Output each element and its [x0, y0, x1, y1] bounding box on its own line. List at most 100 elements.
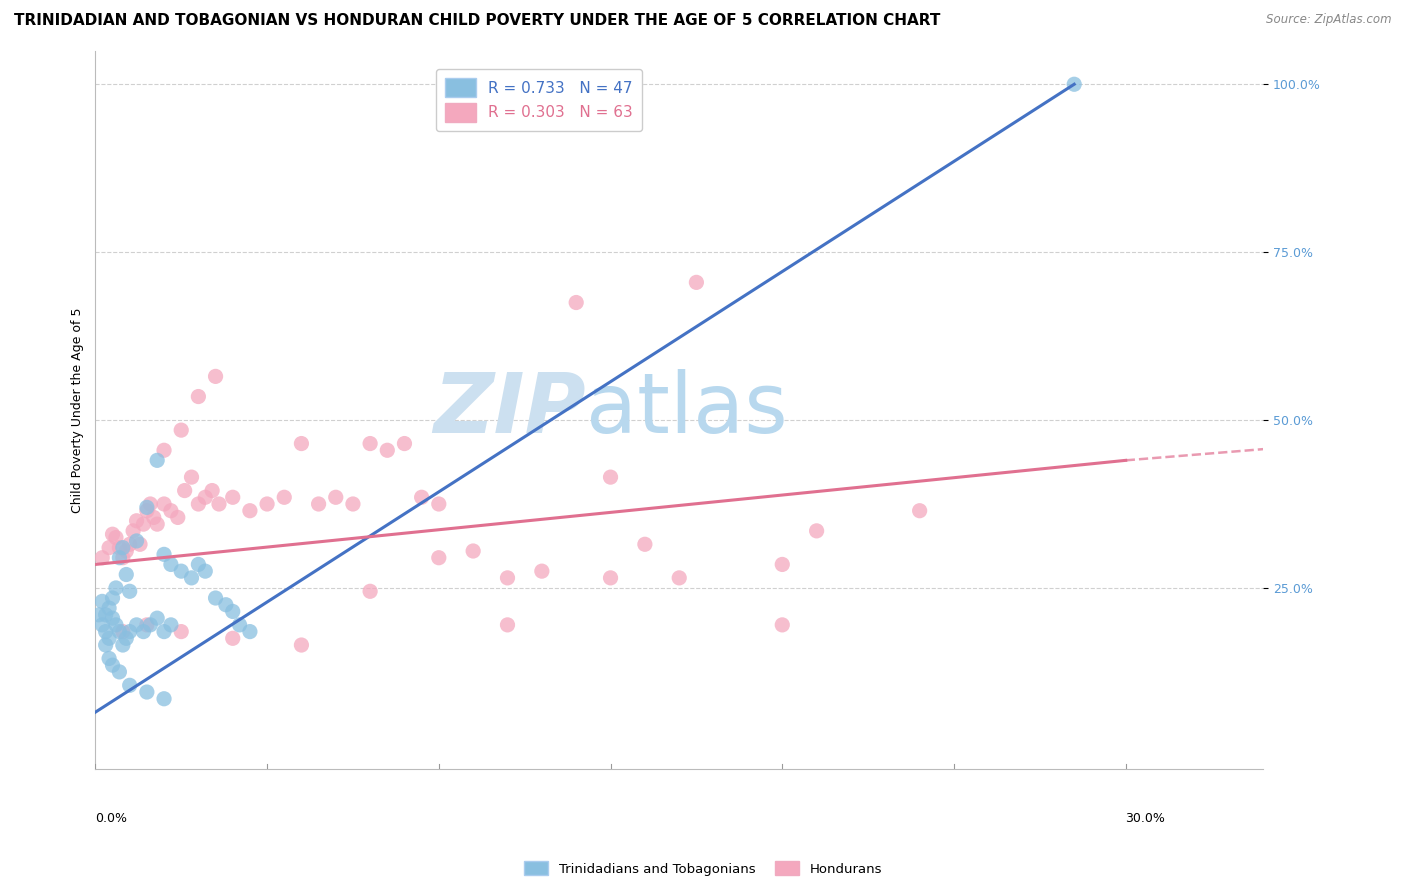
Point: [239, 504, 262, 518]
Point: [222, 490, 245, 504]
Point: [94, 638, 117, 652]
Point: [427, 497, 450, 511]
Point: [770, 618, 793, 632]
Point: [599, 571, 621, 585]
Point: [129, 537, 152, 551]
Point: [87, 607, 110, 622]
Point: [139, 618, 162, 632]
Point: [273, 490, 295, 504]
Point: [94, 607, 117, 622]
Point: [94, 624, 117, 639]
Point: [111, 624, 134, 639]
Point: [142, 510, 165, 524]
Point: [208, 497, 231, 511]
Point: [239, 624, 262, 639]
Point: [173, 483, 195, 498]
Point: [111, 541, 134, 555]
Point: [118, 678, 141, 692]
Point: [98, 601, 121, 615]
Point: [101, 591, 124, 605]
Text: Source: ZipAtlas.com: Source: ZipAtlas.com: [1267, 13, 1392, 27]
Point: [160, 558, 183, 572]
Point: [770, 558, 793, 572]
Point: [132, 624, 155, 639]
Point: [256, 497, 278, 511]
Point: [108, 550, 131, 565]
Point: [359, 436, 381, 450]
Point: [115, 632, 138, 646]
Point: [427, 550, 450, 565]
Legend: R = 0.733   N = 47, R = 0.303   N = 63: R = 0.733 N = 47, R = 0.303 N = 63: [436, 69, 643, 131]
Point: [359, 584, 381, 599]
Point: [166, 510, 188, 524]
Point: [215, 598, 238, 612]
Point: [325, 490, 347, 504]
Point: [125, 533, 148, 548]
Point: [101, 611, 124, 625]
Text: 0.0%: 0.0%: [96, 813, 128, 825]
Point: [222, 632, 245, 646]
Point: [1063, 77, 1085, 91]
Point: [204, 369, 226, 384]
Point: [108, 624, 131, 639]
Point: [108, 665, 131, 679]
Point: [342, 497, 364, 511]
Point: [290, 638, 312, 652]
Point: [101, 658, 124, 673]
Point: [153, 691, 176, 706]
Point: [118, 624, 141, 639]
Point: [170, 624, 193, 639]
Point: [394, 436, 416, 450]
Point: [135, 618, 157, 632]
Point: [111, 550, 134, 565]
Point: [146, 453, 169, 467]
Point: [222, 604, 245, 618]
Point: [908, 504, 931, 518]
Point: [153, 547, 176, 561]
Point: [634, 537, 657, 551]
Point: [111, 638, 134, 652]
Point: [125, 618, 148, 632]
Text: 30.0%: 30.0%: [1125, 813, 1166, 825]
Point: [132, 517, 155, 532]
Legend: Trinidadians and Tobagonians, Hondurans: Trinidadians and Tobagonians, Hondurans: [519, 855, 887, 881]
Point: [599, 470, 621, 484]
Point: [98, 541, 121, 555]
Point: [194, 490, 217, 504]
Point: [685, 276, 707, 290]
Point: [115, 567, 138, 582]
Point: [115, 544, 138, 558]
Point: [170, 423, 193, 437]
Point: [375, 443, 398, 458]
Text: atlas: atlas: [586, 369, 787, 450]
Point: [308, 497, 330, 511]
Point: [146, 611, 169, 625]
Point: [118, 584, 141, 599]
Point: [290, 436, 312, 450]
Point: [146, 517, 169, 532]
Point: [153, 624, 176, 639]
Point: [160, 504, 183, 518]
Point: [204, 591, 226, 605]
Point: [91, 550, 114, 565]
Point: [122, 524, 145, 538]
Point: [104, 531, 127, 545]
Point: [411, 490, 433, 504]
Point: [98, 632, 121, 646]
Point: [135, 685, 157, 699]
Point: [530, 564, 553, 578]
Point: [91, 618, 114, 632]
Point: [135, 504, 157, 518]
Point: [187, 558, 209, 572]
Point: [194, 564, 217, 578]
Point: [806, 524, 828, 538]
Point: [139, 497, 162, 511]
Point: [496, 618, 519, 632]
Point: [125, 514, 148, 528]
Point: [180, 571, 202, 585]
Text: ZIP: ZIP: [433, 369, 586, 450]
Point: [180, 470, 202, 484]
Point: [228, 618, 250, 632]
Point: [98, 651, 121, 665]
Point: [108, 541, 131, 555]
